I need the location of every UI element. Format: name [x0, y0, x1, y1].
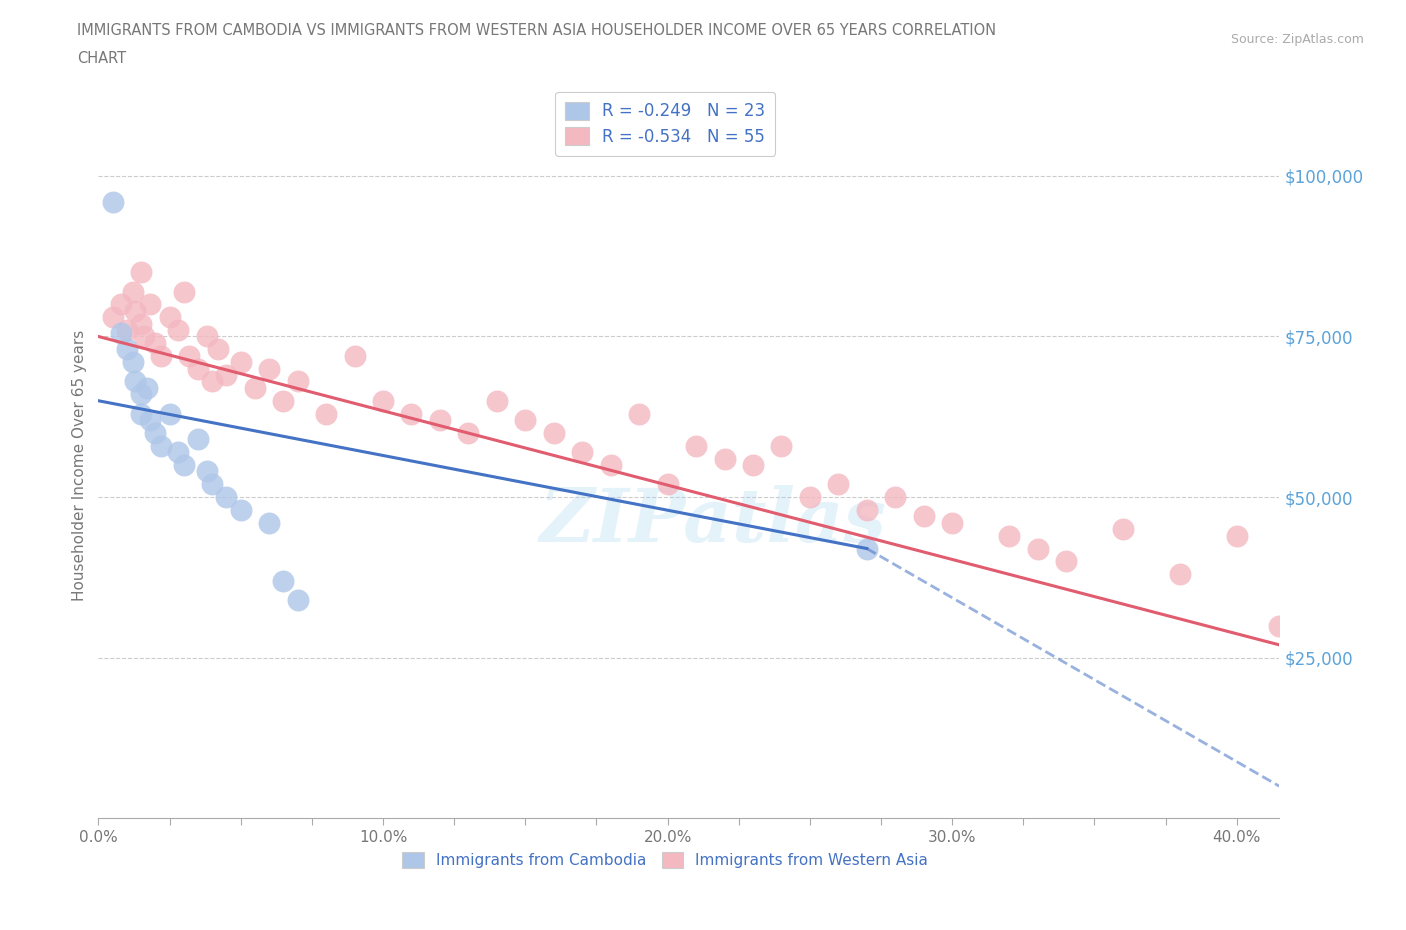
Point — [201, 374, 224, 389]
Point — [315, 406, 337, 421]
Point — [1226, 528, 1249, 543]
Point — [143, 425, 166, 440]
Point — [132, 329, 155, 344]
Point — [856, 502, 879, 517]
Point — [941, 515, 963, 530]
Point — [599, 458, 621, 472]
Point — [115, 342, 138, 357]
Text: CHART: CHART — [77, 51, 127, 66]
Point — [657, 477, 679, 492]
Point — [229, 502, 252, 517]
Point — [101, 194, 124, 209]
Text: IMMIGRANTS FROM CAMBODIA VS IMMIGRANTS FROM WESTERN ASIA HOUSEHOLDER INCOME OVER: IMMIGRANTS FROM CAMBODIA VS IMMIGRANTS F… — [77, 23, 997, 38]
Point — [257, 361, 280, 376]
Point — [571, 445, 593, 459]
Point — [856, 541, 879, 556]
Point — [138, 297, 160, 312]
Point — [799, 490, 821, 505]
Point — [129, 316, 152, 331]
Point — [159, 310, 181, 325]
Point — [129, 406, 152, 421]
Point — [187, 361, 209, 376]
Point — [257, 515, 280, 530]
Point — [129, 265, 152, 280]
Point — [124, 303, 146, 318]
Point — [515, 413, 537, 428]
Point — [179, 349, 201, 364]
Point — [884, 490, 907, 505]
Point — [1168, 566, 1191, 581]
Point — [770, 438, 793, 453]
Point — [110, 326, 132, 340]
Point — [207, 342, 229, 357]
Point — [273, 393, 295, 408]
Point — [110, 297, 132, 312]
Point — [115, 323, 138, 338]
Point — [187, 432, 209, 446]
Point — [827, 477, 849, 492]
Point — [201, 477, 224, 492]
Point — [101, 310, 124, 325]
Point — [685, 438, 707, 453]
Point — [713, 451, 735, 466]
Point — [371, 393, 394, 408]
Point — [485, 393, 508, 408]
Point — [457, 425, 479, 440]
Point — [1054, 554, 1077, 569]
Point — [173, 284, 195, 299]
Point — [195, 464, 218, 479]
Point — [229, 354, 252, 369]
Point — [287, 592, 309, 607]
Point — [343, 349, 366, 364]
Point — [129, 387, 152, 402]
Point — [195, 329, 218, 344]
Point — [121, 354, 143, 369]
Point — [287, 374, 309, 389]
Point — [173, 458, 195, 472]
Point — [215, 490, 238, 505]
Text: Source: ZipAtlas.com: Source: ZipAtlas.com — [1230, 33, 1364, 46]
Point — [543, 425, 565, 440]
Point — [215, 367, 238, 382]
Point — [150, 349, 173, 364]
Point — [1112, 522, 1135, 537]
Legend: Immigrants from Cambodia, Immigrants from Western Asia: Immigrants from Cambodia, Immigrants fro… — [396, 846, 935, 874]
Point — [1026, 541, 1049, 556]
Text: ZIPatlas: ZIPatlas — [538, 485, 886, 558]
Point — [167, 323, 190, 338]
Point — [742, 458, 765, 472]
Point — [273, 573, 295, 588]
Point — [135, 380, 157, 395]
Point — [912, 509, 935, 524]
Point — [1268, 618, 1291, 633]
Y-axis label: Householder Income Over 65 years: Householder Income Over 65 years — [72, 329, 87, 601]
Point — [628, 406, 651, 421]
Point — [121, 284, 143, 299]
Point — [159, 406, 181, 421]
Point — [243, 380, 266, 395]
Point — [124, 374, 146, 389]
Point — [429, 413, 451, 428]
Point — [150, 438, 173, 453]
Point — [138, 413, 160, 428]
Point — [167, 445, 190, 459]
Point — [143, 336, 166, 351]
Point — [998, 528, 1021, 543]
Point — [401, 406, 423, 421]
